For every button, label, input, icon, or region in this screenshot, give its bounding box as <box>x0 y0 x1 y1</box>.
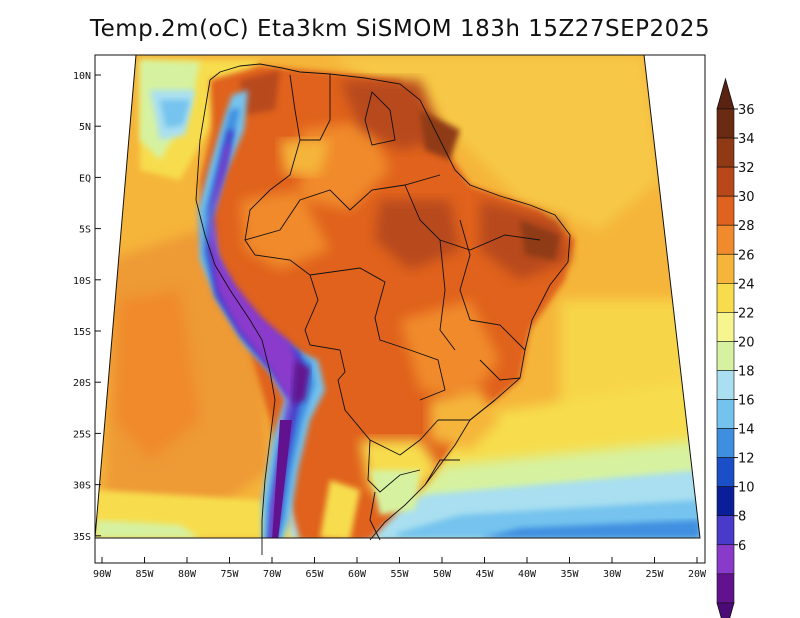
colorbar-label: 34 <box>738 132 755 147</box>
colorbar-label: 8 <box>738 510 746 525</box>
colorbar-swatch <box>716 166 735 197</box>
lat-tick-label: 5N <box>79 122 91 133</box>
lat-tick-label: 15S <box>73 327 91 338</box>
colorbar-swatch <box>716 428 735 458</box>
colorbar-swatch <box>716 312 735 342</box>
lat-axis: 10N 5N EQ 5S 10S 15S 20S 25S 30S 35S <box>73 71 101 543</box>
colorbar-swatch <box>716 108 735 139</box>
colorbar-swatch <box>716 399 735 429</box>
lon-tick-label: 20W <box>688 569 707 580</box>
lon-tick-label: 60W <box>348 569 367 580</box>
lat-tick-label: 5S <box>79 225 91 236</box>
colorbar-label: 14 <box>738 423 755 438</box>
lat-tick-label: 10S <box>73 276 91 287</box>
colorbar: 36 34 32 30 28 26 24 22 20 18 16 14 12 10 8 6 <box>716 77 755 618</box>
colorbar-label: 24 <box>738 277 755 292</box>
colorbar-swatch <box>716 253 735 284</box>
lat-tick-label: 25S <box>73 429 91 440</box>
colorbar-swatch <box>716 573 735 604</box>
colorbar-label: 20 <box>738 335 755 350</box>
colorbar-swatch <box>716 515 735 546</box>
colorbar-swatch <box>716 370 735 400</box>
colorbar-swatch <box>716 341 735 371</box>
lon-tick-label: 80W <box>178 569 197 580</box>
lon-tick-label: 55W <box>390 569 409 580</box>
lon-tick-label: 30W <box>603 569 622 580</box>
colorbar-label: 18 <box>738 364 755 379</box>
colorbar-label: 28 <box>738 219 755 234</box>
colorbar-label: 36 <box>738 103 755 118</box>
colorbar-swatch <box>716 544 735 575</box>
lat-tick-label: EQ <box>79 173 91 184</box>
colorbar-label: 16 <box>738 394 755 409</box>
lon-tick-label: 35W <box>560 569 579 580</box>
colorbar-label: 10 <box>738 481 755 496</box>
colorbar-over-arrow <box>716 77 735 110</box>
colorbar-label: 22 <box>738 306 755 321</box>
colorbar-swatch <box>716 486 735 516</box>
colorbar-swatch <box>716 224 735 255</box>
lon-tick-label: 75W <box>220 569 239 580</box>
lat-tick-label: 10N <box>73 71 91 82</box>
map-title: Temp.2m(oC) Eta3km SiSMOM 183h 15Z27SEP2… <box>89 16 711 42</box>
lat-tick-label: 20S <box>73 378 91 389</box>
lon-tick-label: 65W <box>305 569 324 580</box>
lon-tick-label: 45W <box>475 569 494 580</box>
colorbar-swatch <box>716 457 735 487</box>
lat-tick-label: 35S <box>73 532 91 543</box>
colorbar-under-arrow <box>716 602 735 618</box>
colorbar-label: 26 <box>738 248 755 263</box>
temperature-field <box>95 55 700 538</box>
lon-tick-label: 25W <box>645 569 664 580</box>
lon-tick-label: 50W <box>433 569 452 580</box>
lon-tick-label: 40W <box>518 569 537 580</box>
colorbar-label: 32 <box>738 161 755 176</box>
colorbar-label: 30 <box>738 190 755 205</box>
country-borders <box>195 63 571 555</box>
lon-tick-label: 85W <box>135 569 154 580</box>
lon-tick-label: 70W <box>263 569 282 580</box>
lon-axis: 90W 85W 80W 75W 70W 65W 60W 55W 50W 45W 40W 35W 30W 2… <box>93 557 707 580</box>
colorbar-swatch <box>716 195 735 226</box>
lon-tick-label: 90W <box>93 569 112 580</box>
colorbar-swatch <box>716 282 735 313</box>
colorbar-label: 6 <box>738 539 746 554</box>
lat-tick-label: 30S <box>73 481 91 492</box>
colorbar-label: 12 <box>738 452 755 467</box>
colorbar-swatch <box>716 137 735 168</box>
